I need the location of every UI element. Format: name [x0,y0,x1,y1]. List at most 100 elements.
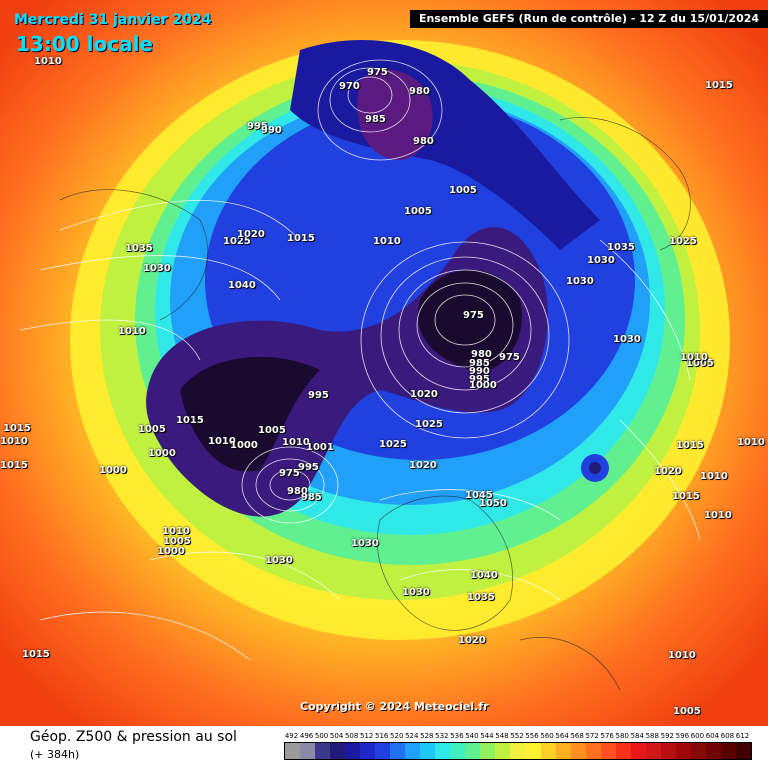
legend-swatch [720,743,736,759]
pressure-label: 980 [409,86,430,97]
pressure-label: 1005 [258,425,286,436]
pressure-label: 1010 [680,352,708,363]
legend-swatch [330,743,346,759]
pressure-label: 1010 [700,471,728,482]
pressure-label: 1000 [230,440,258,451]
pressure-label: 990 [469,366,490,377]
legend-tick-label: 536 [450,732,464,740]
pressure-label: 1020 [409,460,437,471]
pressure-label: 985 [469,358,490,369]
legend-swatch [615,743,631,759]
legend-tick-label: 532 [435,732,449,740]
legend-swatch [690,743,706,759]
legend-swatch [315,743,331,759]
coastlines [59,117,691,691]
pressure-label: 970 [339,81,360,92]
legend-tick-label: 512 [359,732,374,740]
pressure-label: 990 [261,125,282,136]
pressure-label: 1030 [566,276,594,287]
pressure-label: 1010 [704,510,732,521]
pressure-label: 1025 [223,236,251,247]
pressure-label: 1000 [148,448,176,459]
legend-tick-label: 500 [314,732,329,740]
pressure-label: 1035 [467,592,495,603]
pressure-label: 1040 [470,570,498,581]
legend-tick-label: 588 [645,732,659,740]
legend-swatch [450,743,466,759]
legend-swatch [285,743,301,759]
pressure-label: 1050 [479,498,507,509]
legend-tick-label: 564 [555,732,569,740]
pressure-label: 1025 [379,439,407,450]
legend-tick-label: 576 [600,732,614,740]
forecast-date: Mercredi 31 janvier 2024 [14,12,212,28]
pressure-label: 1035 [125,243,153,254]
pressure-label: 1005 [686,358,714,369]
legend-tick-label: 604 [705,732,720,740]
pressure-label: 1005 [138,424,166,435]
copyright: Copyright © 2024 Meteociel.fr [300,700,489,713]
legend-swatch [570,743,586,759]
legend-tick-label: 560 [540,732,554,740]
pressure-label: 1030 [613,334,641,345]
legend-tick-label: 540 [465,732,479,740]
legend-swatch [480,743,496,759]
legend-swatch [645,743,661,759]
map-title: Géop. Z500 & pression au sol [30,729,237,745]
legend-tick-label: 596 [675,732,690,740]
pressure-label: 1045 [465,490,493,501]
legend-tick-label: 572 [585,732,599,740]
legend-swatch [525,743,541,759]
pressure-label: 1015 [705,80,733,91]
legend-ticks: 492 496 500 504 508 512 516 520 524 528 532 536 540 5… [284,732,750,742]
legend-swatch [585,743,601,759]
legend-tick-label: 492 [284,732,299,740]
legend-tick-label: 584 [630,732,644,740]
legend-tick-label: 568 [570,732,584,740]
pressure-label: 1010 [668,650,696,661]
legend-swatch [300,743,316,759]
legend-tick-label: 548 [495,732,509,740]
pressure-label: 1005 [673,706,701,717]
pressure-label: 1010 [282,437,310,448]
legend-tick-label: 608 [720,732,735,740]
pressure-label: 1015 [176,415,204,426]
pressure-label: 975 [463,310,484,321]
legend-tick-label: 504 [329,732,344,740]
weather-map [0,0,768,726]
legend-swatch [495,743,511,759]
legend-tick-label: 592 [660,732,674,740]
legend-swatch [630,743,646,759]
pressure-label: 1035 [607,242,635,253]
legend-swatch [600,743,616,759]
pressure-label: 1020 [654,466,682,477]
legend-swatch [345,743,361,759]
forecast-time: 13:00 locale [16,32,153,56]
legend-swatch [660,743,676,759]
pressure-label: 1010 [0,436,28,447]
pressure-label: 980 [471,349,492,360]
color-legend [284,742,752,760]
pressure-label: 1030 [351,538,379,549]
isobars [19,59,701,661]
pressure-label: 975 [499,352,520,363]
pressure-label: 1025 [669,236,697,247]
cutoff-low-core [589,462,601,474]
pressure-label: 1015 [676,440,704,451]
legend-tick-label: 556 [525,732,539,740]
map-canvas [0,0,768,726]
legend-swatch [540,743,556,759]
pressure-label: 1015 [3,423,31,434]
pressure-label: 1030 [402,587,430,598]
pressure-label: 1030 [265,555,293,566]
pressure-label: 1015 [672,491,700,502]
legend-tick-label: 524 [405,732,419,740]
legend-tick-label: 508 [344,732,359,740]
legend-swatch [705,743,721,759]
pressure-label: 985 [301,492,322,503]
legend-tick-label: 552 [510,732,524,740]
legend-swatch [555,743,571,759]
pressure-label: 1001 [306,442,334,453]
legend-swatch [510,743,526,759]
pressure-label: 1010 [118,326,146,337]
